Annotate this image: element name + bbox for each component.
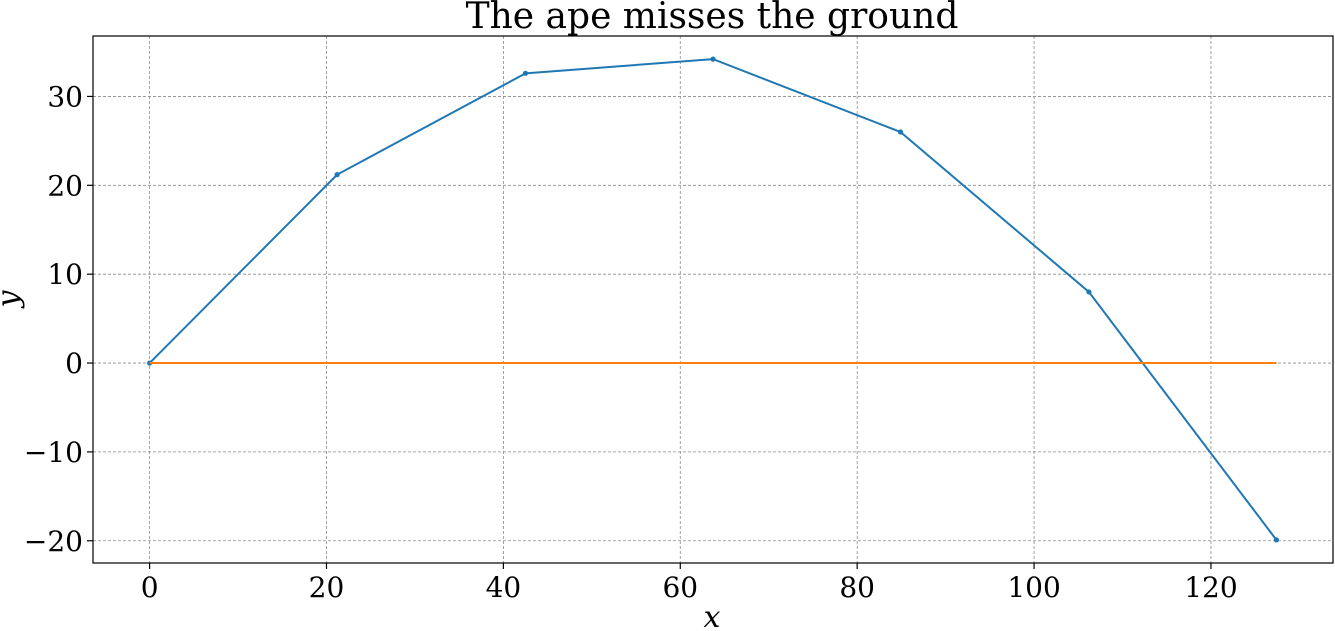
x-axis-label: x — [704, 600, 721, 631]
series-1-point — [1086, 289, 1092, 295]
y-axis-label: y — [0, 289, 26, 309]
plot-frame — [92, 35, 1334, 564]
y-tick-label: 0 — [65, 347, 83, 380]
series-1-point — [1273, 537, 1279, 543]
y-tick-label: 20 — [47, 169, 83, 202]
series-1-point — [522, 70, 529, 76]
x-tick-label: 60 — [662, 571, 698, 604]
x-tick-label: 20 — [309, 571, 345, 604]
series-1-point — [710, 56, 716, 62]
series-1-point — [897, 129, 904, 135]
grid-layer — [93, 36, 1333, 563]
y-tick-label: −20 — [24, 525, 83, 558]
chart-title: The ape misses the ground — [466, 0, 959, 37]
x-tick-label: 100 — [1007, 571, 1060, 604]
tick-layer: 0 20 40 60 80 100 120 −20 −10 0 10 20 30 — [24, 80, 1238, 604]
series-layer — [147, 56, 1279, 543]
series-1-line — [148, 58, 1278, 541]
y-tick-label: 30 — [47, 80, 83, 113]
x-tick-label: 80 — [839, 571, 875, 604]
x-tick-label: 40 — [486, 571, 522, 604]
y-tick-label: −10 — [24, 436, 83, 469]
y-tick-label: 10 — [47, 258, 83, 291]
x-tick-label: 0 — [141, 571, 159, 604]
series-1-point — [334, 172, 340, 178]
x-tick-label: 120 — [1184, 571, 1237, 604]
